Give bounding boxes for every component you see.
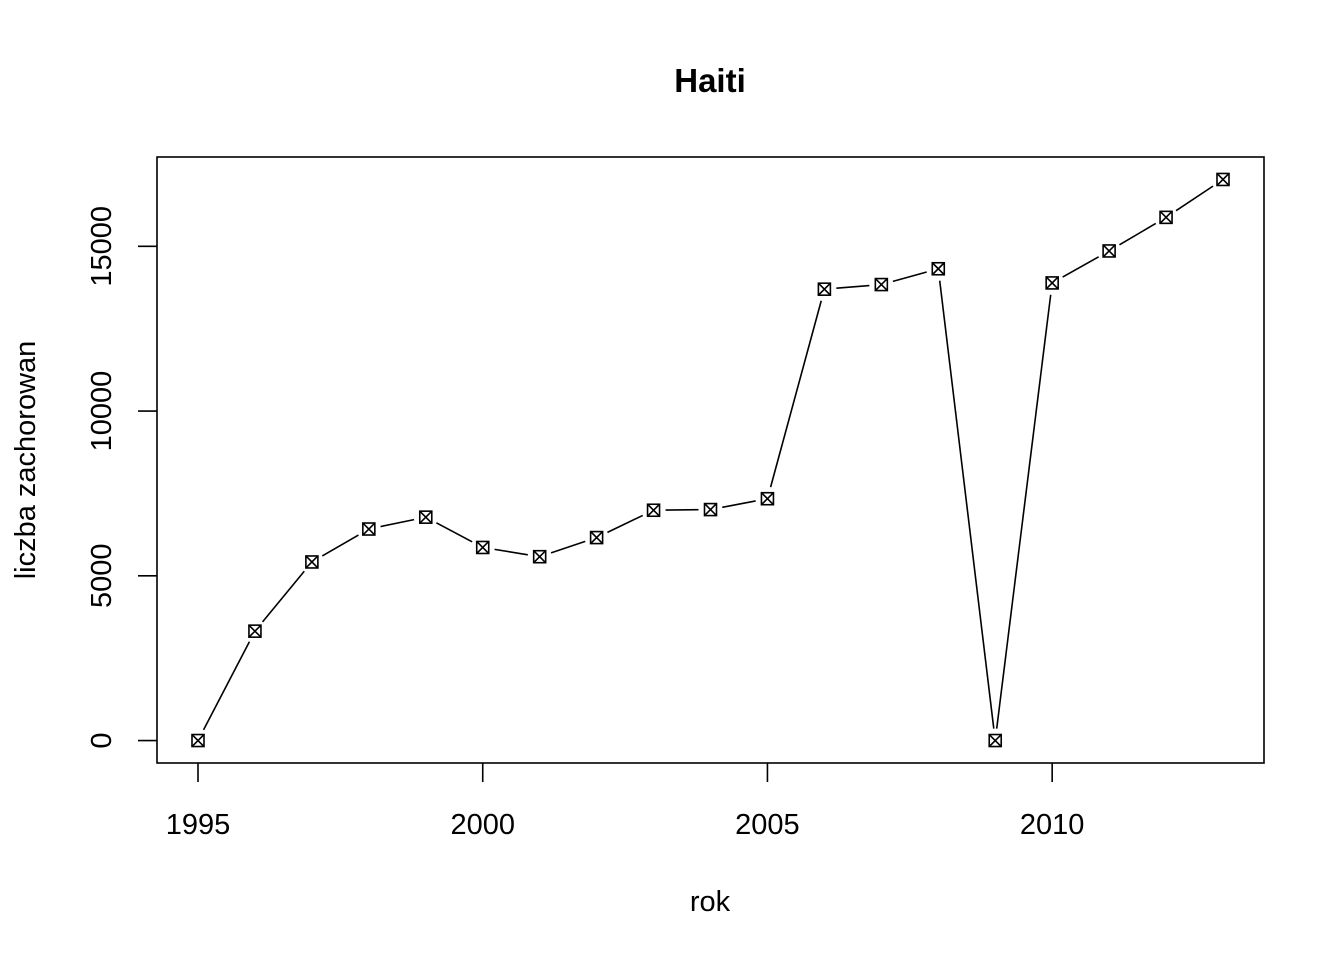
data-point: [760, 491, 775, 506]
series-segment: [261, 570, 305, 623]
x-axis-label: rok: [690, 886, 731, 918]
series-segment: [435, 522, 473, 543]
data-point: [589, 530, 604, 545]
series-segment: [1119, 222, 1157, 246]
x-tick-label: 2010: [1020, 809, 1085, 841]
x-tick-label: 2005: [735, 809, 800, 841]
data-point: [305, 555, 319, 569]
y-tick-label: 0: [86, 732, 118, 748]
data-points: [191, 172, 1230, 748]
series-segment: [321, 534, 359, 557]
y-tick-label: 15000: [86, 206, 118, 287]
series-segment: [836, 284, 870, 290]
series-segment: [1175, 185, 1214, 212]
data-point: [931, 261, 946, 276]
x-axis: 1995 2000 2005 2010: [166, 763, 1085, 841]
y-axis-label: liczba zachorowan: [10, 341, 42, 580]
series-segment: [550, 540, 586, 554]
series-segment: [892, 271, 927, 283]
x-tick-label: 1995: [166, 809, 231, 841]
data-point: [1102, 244, 1116, 258]
data-point: [1159, 210, 1173, 225]
series-segment: [202, 641, 251, 731]
y-axis: 0 5000 10000 15000: [86, 206, 157, 749]
x-tick-label: 2000: [450, 809, 515, 841]
data-point: [817, 282, 832, 296]
series-haiti: [202, 185, 1214, 731]
series-segment: [1062, 256, 1100, 278]
y-tick-label: 10000: [86, 371, 118, 452]
y-tick-label: 5000: [86, 544, 118, 609]
series-segment: [607, 514, 644, 534]
series-segment: [938, 280, 995, 729]
data-point: [646, 503, 661, 518]
series-segment: [494, 548, 528, 556]
data-point: [418, 510, 433, 524]
data-point: [1045, 276, 1059, 290]
data-point: [703, 502, 718, 517]
series-segment: [722, 500, 756, 509]
series-segment: [380, 518, 415, 528]
data-point: [532, 549, 547, 564]
data-point: [248, 624, 262, 638]
plot-frame: [156, 156, 1265, 764]
series-segment: [995, 294, 1052, 729]
data-point: [874, 277, 889, 292]
chart-title: Haiti: [674, 62, 746, 99]
data-point: [988, 733, 1003, 748]
data-point: [1216, 172, 1230, 187]
data-point: [362, 522, 376, 536]
data-point: [475, 540, 490, 555]
data-point: [191, 733, 205, 748]
series-segment: [769, 300, 823, 488]
